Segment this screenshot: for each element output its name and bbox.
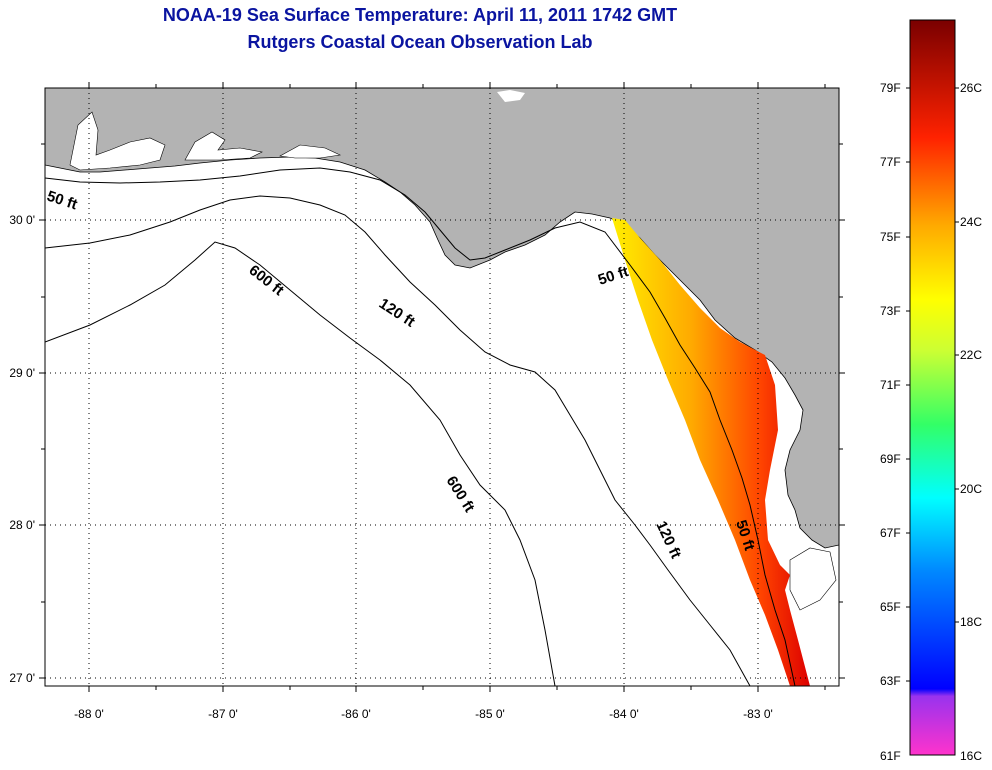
colorbar bbox=[909, 19, 956, 756]
coastal-bay bbox=[279, 144, 342, 159]
colorbar-ticks bbox=[906, 87, 959, 682]
colorbar-label-f: 65F bbox=[880, 600, 901, 614]
contour-600ft bbox=[45, 241, 556, 686]
lon-tick-label: -88 0' bbox=[74, 707, 104, 721]
colorbar-label-f: 73F bbox=[880, 304, 901, 318]
coastal-bay bbox=[184, 131, 263, 161]
colorbar-label-f: 69F bbox=[880, 452, 901, 466]
colorbar-label-c: 20C bbox=[960, 482, 982, 496]
contour-120ft bbox=[45, 195, 751, 686]
plot-frame bbox=[44, 87, 840, 687]
colorbar-label-c: 16C bbox=[960, 749, 982, 763]
colorbar-label-f: 71F bbox=[880, 378, 901, 392]
colorbar-label-f: 63F bbox=[880, 674, 901, 688]
sst-swath bbox=[612, 218, 810, 686]
lon-tick-label: -87 0' bbox=[208, 707, 238, 721]
colorbar-label-f: 75F bbox=[880, 230, 901, 244]
lon-tick-label: -85 0' bbox=[475, 707, 505, 721]
map-title: NOAA-19 Sea Surface Temperature: April 1… bbox=[162, 5, 678, 25]
lat-tick-label: 27 0' bbox=[9, 671, 35, 685]
lat-tick-label: 29 0' bbox=[9, 366, 35, 380]
colorbar-label-f: 67F bbox=[880, 526, 901, 540]
colorbar-label-c: 22C bbox=[960, 348, 982, 362]
lon-tick-label: -84 0' bbox=[609, 707, 639, 721]
colorbar-label-f: 79F bbox=[880, 81, 901, 95]
map-subtitle: Rutgers Coastal Ocean Observation Lab bbox=[247, 32, 593, 52]
colorbar-label-c: 24C bbox=[960, 215, 982, 229]
lat-tick-label: 28 0' bbox=[9, 518, 35, 532]
coastal-bay bbox=[69, 111, 166, 171]
colorbar-label-c: 18C bbox=[960, 615, 982, 629]
lon-tick-label: -86 0' bbox=[341, 707, 371, 721]
lon-tick-label: -83 0' bbox=[743, 707, 773, 721]
contour-50ft bbox=[45, 167, 796, 686]
inland-lake bbox=[497, 90, 525, 102]
coastal-bay bbox=[789, 547, 837, 611]
colorbar-label-f: 61F bbox=[880, 749, 901, 763]
lat-tick-label: 30 0' bbox=[9, 213, 35, 227]
colorbar-label-c: 26C bbox=[960, 81, 982, 95]
tick-marks bbox=[39, 82, 845, 692]
colorbar-label-f: 77F bbox=[880, 155, 901, 169]
land-mass bbox=[45, 88, 839, 549]
